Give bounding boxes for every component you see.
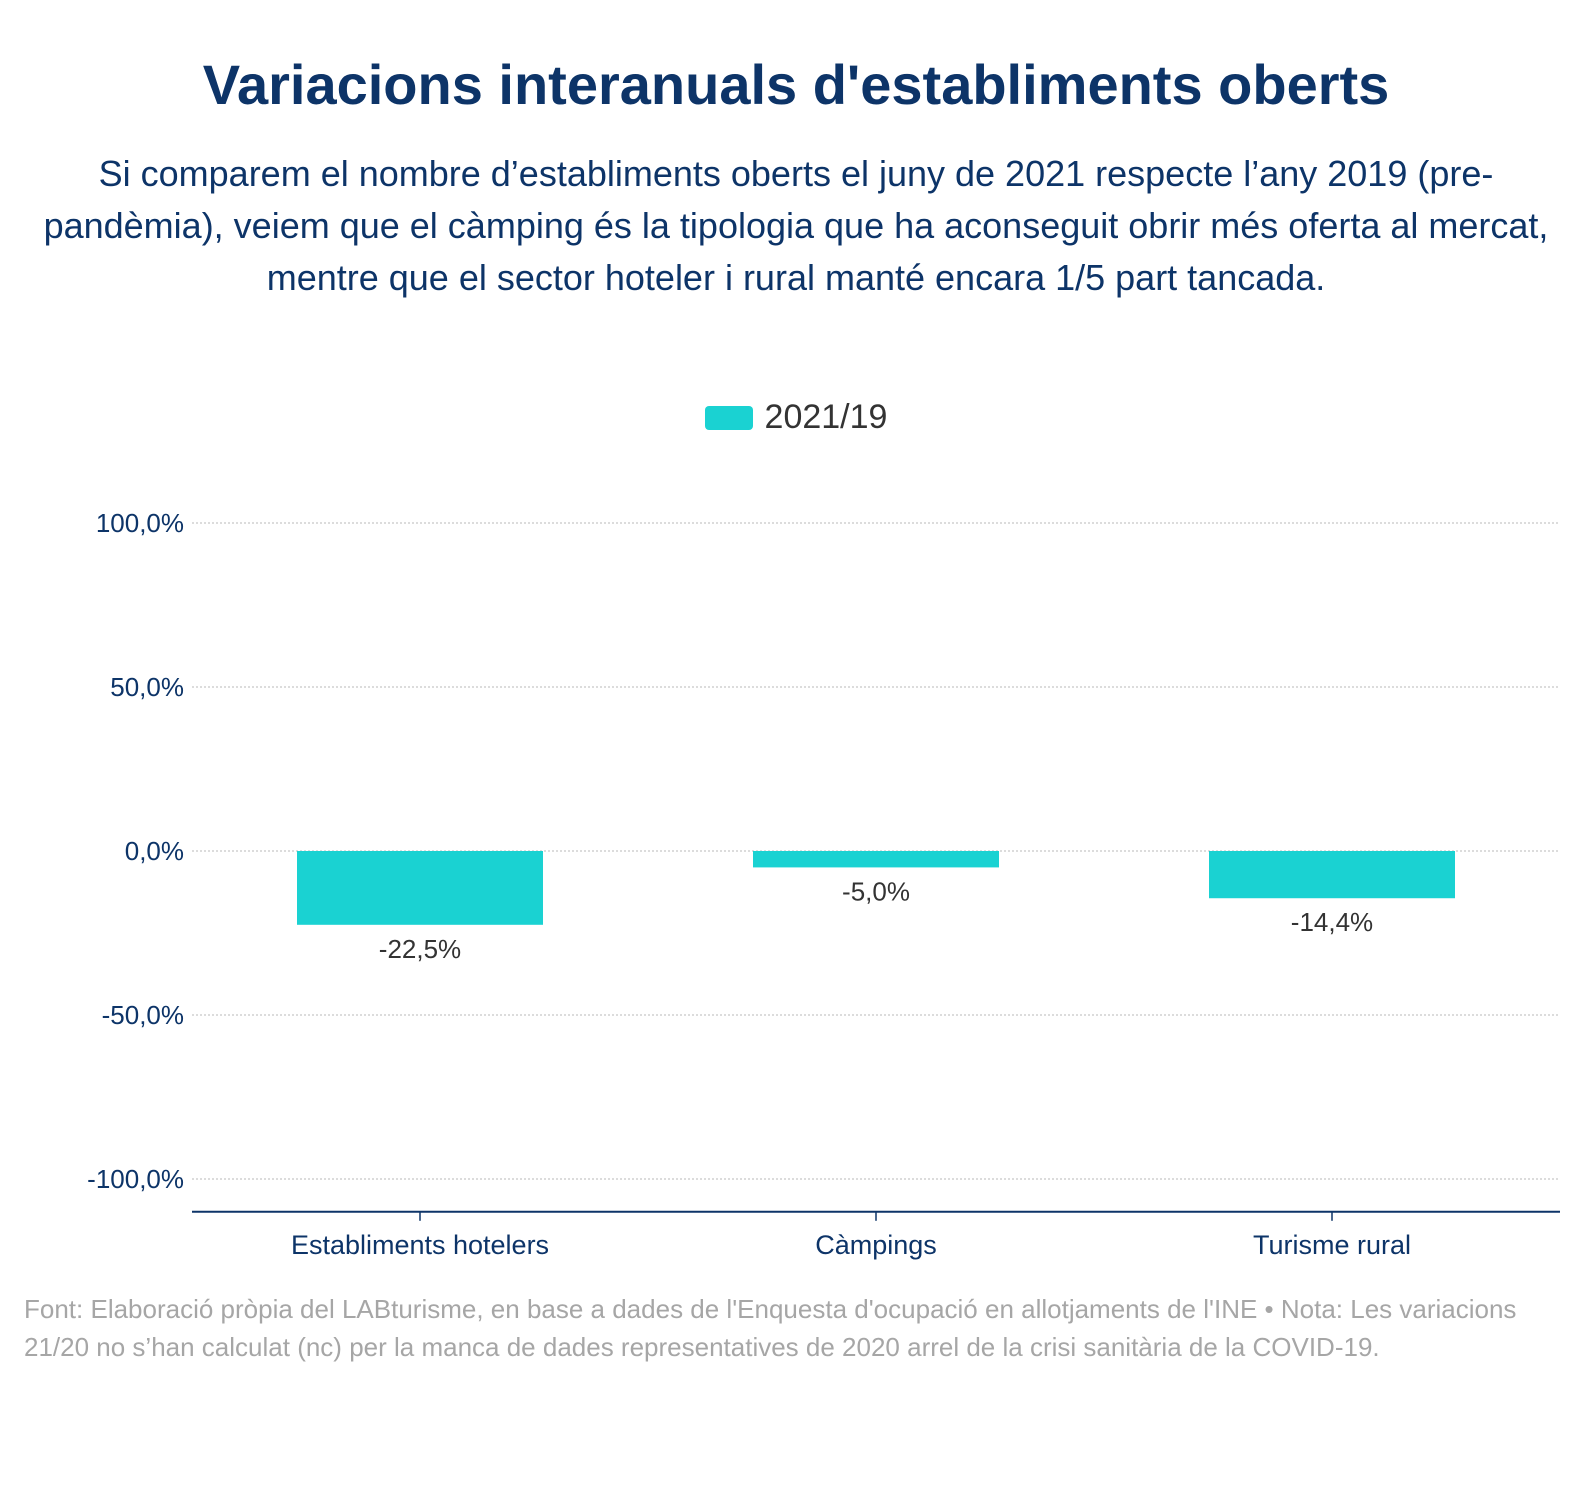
legend-label: 2021/19 [764, 398, 888, 436]
bar [297, 851, 543, 925]
y-tick-label: -50,0% [102, 1000, 184, 1030]
legend-swatch [704, 405, 753, 430]
y-tick-label: 50,0% [110, 672, 184, 702]
data-label: -14,4% [1291, 907, 1373, 937]
legend: 2021/19 [0, 398, 1592, 437]
y-tick-label: 0,0% [125, 836, 184, 866]
y-tick-label: -100,0% [87, 1164, 184, 1194]
bar [753, 851, 999, 868]
y-tick-label: 100,0% [96, 508, 184, 538]
chart-subtitle: Si comparem el nombre d’establiments obe… [43, 153, 1549, 298]
chart-title: Variacions interanuals d'establiments ob… [202, 53, 1390, 116]
x-tick-label: Càmpings [815, 1230, 937, 1260]
x-tick-label: Turisme rural [1253, 1230, 1411, 1260]
source-note: Font: Elaboració pròpia del LABturisme, … [24, 1294, 1517, 1362]
x-tick-label: Establiments hotelers [291, 1230, 549, 1260]
bar [1209, 851, 1455, 899]
data-label: -5,0% [842, 876, 910, 906]
data-label: -22,5% [379, 934, 461, 964]
